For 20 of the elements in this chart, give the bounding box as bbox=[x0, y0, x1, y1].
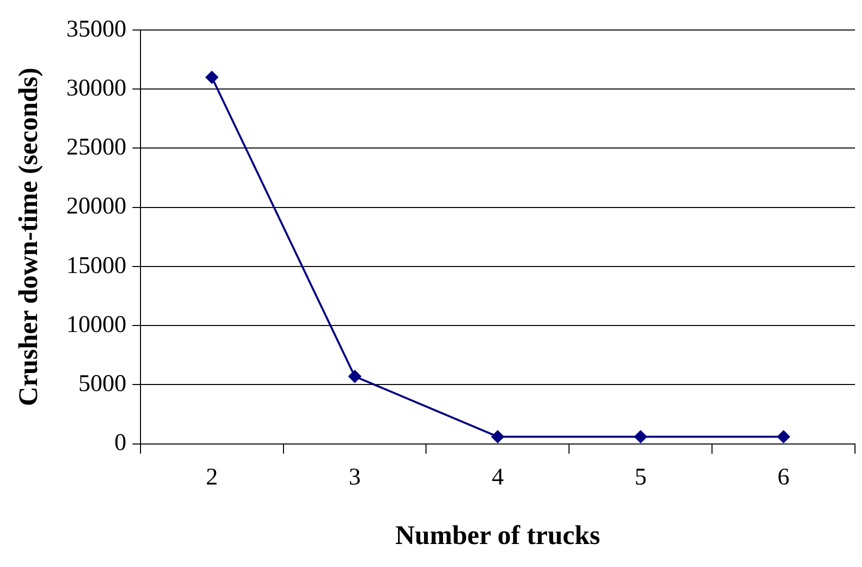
y-axis-title: Crusher down-time (seconds) bbox=[13, 68, 44, 406]
x-tick-label: 2 bbox=[206, 464, 218, 490]
x-tick-label: 4 bbox=[492, 464, 504, 490]
y-tick-label: 20000 bbox=[66, 194, 126, 220]
y-tick-label: 25000 bbox=[66, 134, 126, 161]
y-tick-label: 15000 bbox=[66, 252, 126, 279]
point bbox=[491, 430, 504, 444]
point bbox=[634, 430, 648, 444]
x-axis-title: Number of trucks bbox=[395, 520, 600, 550]
y-tick-label: 35000 bbox=[66, 16, 126, 42]
point bbox=[348, 370, 362, 383]
x-tick-label: 6 bbox=[778, 464, 790, 490]
x-tick-label: 5 bbox=[634, 464, 647, 490]
y-tick-label: 0 bbox=[114, 430, 126, 456]
x-tick-label: 3 bbox=[348, 464, 361, 490]
point bbox=[205, 70, 218, 84]
y-tick-label: 30000 bbox=[66, 75, 126, 102]
point bbox=[777, 430, 790, 444]
y-tick-label: 10000 bbox=[66, 312, 126, 338]
y-tick-label: 5000 bbox=[78, 370, 126, 397]
